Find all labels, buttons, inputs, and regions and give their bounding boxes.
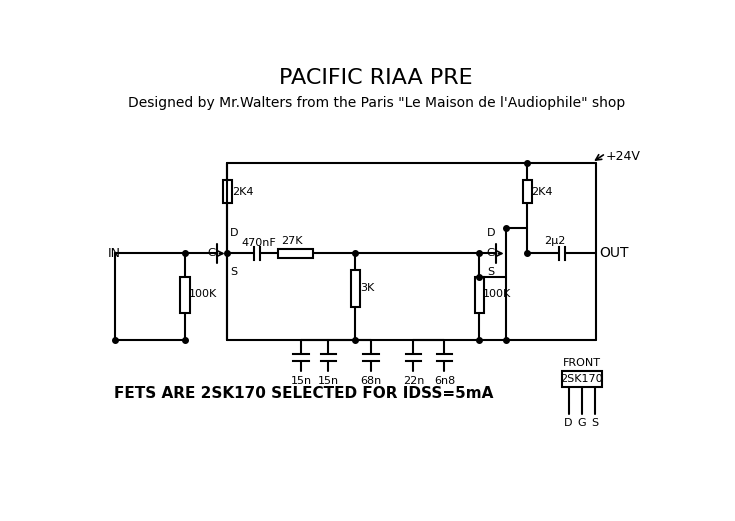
Text: 15n: 15n bbox=[318, 376, 339, 386]
Text: D: D bbox=[564, 418, 573, 428]
Bar bbox=[523, 180, 532, 203]
Text: 2K4: 2K4 bbox=[531, 187, 553, 197]
Text: 100K: 100K bbox=[189, 289, 217, 299]
Text: 2K4: 2K4 bbox=[232, 187, 254, 197]
Text: D: D bbox=[230, 228, 238, 238]
Text: 2μ2: 2μ2 bbox=[544, 236, 565, 246]
Text: 22n: 22n bbox=[403, 376, 424, 386]
Text: 2SK170: 2SK170 bbox=[560, 374, 603, 384]
Text: G: G bbox=[578, 418, 586, 428]
Text: Designed by Mr.Walters from the Paris "Le Maison de l'Audiophile" shop: Designed by Mr.Walters from the Paris "L… bbox=[128, 95, 625, 109]
Text: PACIFIC RIAA PRE: PACIFIC RIAA PRE bbox=[279, 68, 473, 88]
Bar bbox=[475, 277, 484, 313]
Text: S: S bbox=[487, 267, 494, 277]
Bar bbox=[223, 180, 232, 203]
Text: 3K: 3K bbox=[360, 283, 374, 293]
Text: 470nF: 470nF bbox=[242, 238, 276, 247]
Text: OUT: OUT bbox=[600, 246, 629, 260]
Text: IN: IN bbox=[107, 247, 121, 260]
Bar bbox=[278, 249, 313, 258]
Text: FRONT: FRONT bbox=[563, 358, 600, 368]
Text: D: D bbox=[487, 228, 495, 238]
Bar bbox=[180, 277, 190, 313]
Text: S: S bbox=[591, 418, 598, 428]
Text: 27K: 27K bbox=[281, 236, 303, 246]
Text: 68n: 68n bbox=[360, 376, 381, 386]
Text: G: G bbox=[487, 249, 495, 258]
Text: G: G bbox=[207, 249, 216, 258]
Text: 6n8: 6n8 bbox=[434, 376, 455, 386]
Bar bbox=[562, 370, 602, 388]
Text: 100K: 100K bbox=[483, 289, 512, 299]
Text: S: S bbox=[230, 267, 237, 277]
Text: 15n: 15n bbox=[290, 376, 312, 386]
Text: FETS ARE 2SK170 SELECTED FOR IDSS=5mA: FETS ARE 2SK170 SELECTED FOR IDSS=5mA bbox=[114, 386, 493, 401]
Bar bbox=[351, 270, 360, 307]
Text: +24V: +24V bbox=[606, 150, 641, 163]
